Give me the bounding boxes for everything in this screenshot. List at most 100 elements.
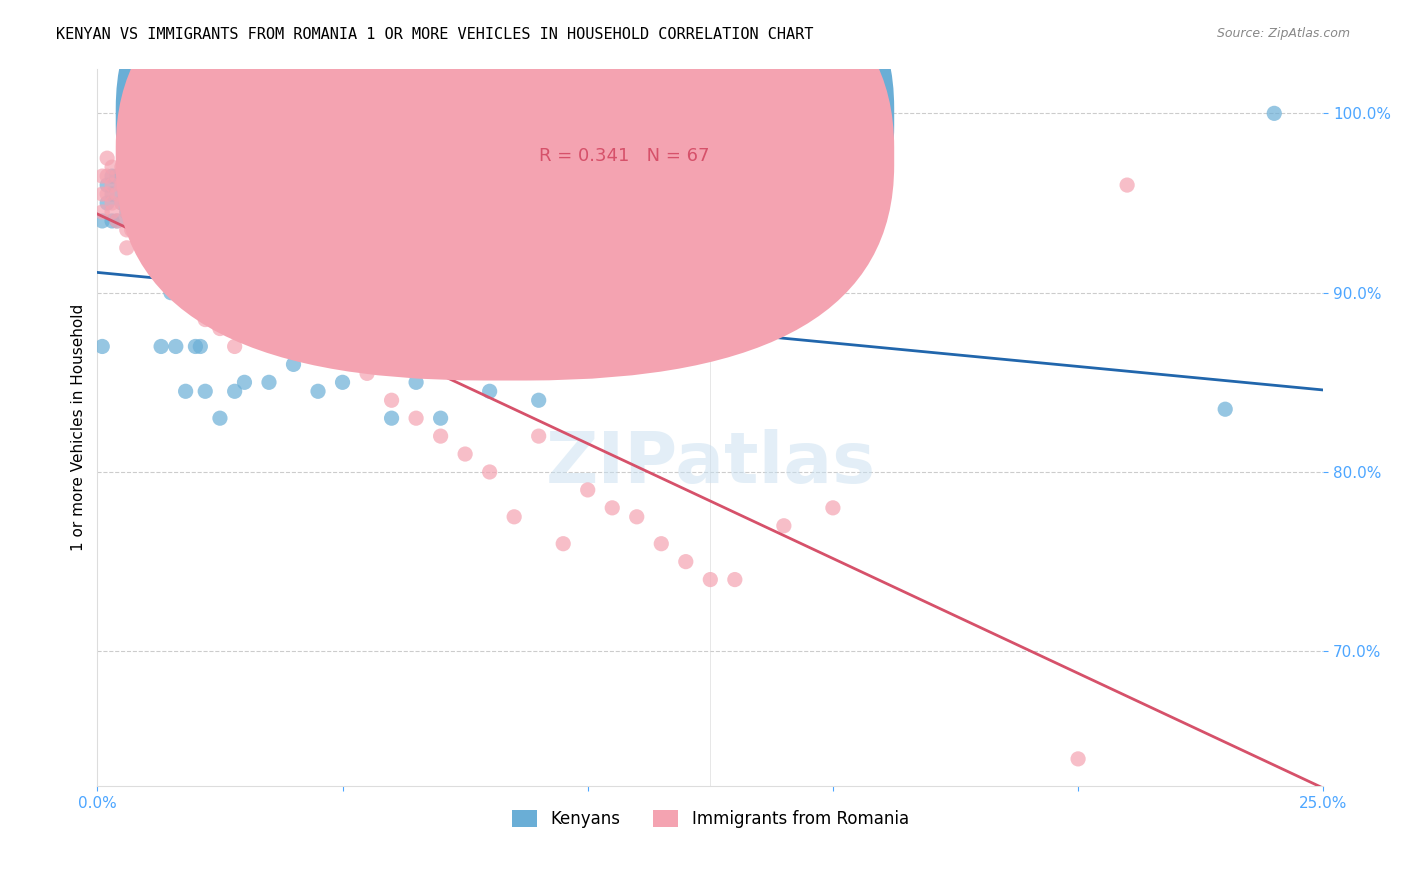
Point [135,178,157,192]
Point [527,429,550,443]
Point [96,169,118,183]
Point [821,500,844,515]
Point [454,447,477,461]
Point [115,241,138,255]
Point [150,339,173,353]
Point [101,196,124,211]
Point [283,259,305,273]
Point [356,367,378,381]
Point [188,339,211,353]
Point [91,169,114,183]
Point [307,384,329,399]
Point [233,294,256,309]
Text: Source: ZipAtlas.com: Source: ZipAtlas.com [1216,27,1350,40]
Point [115,205,138,219]
Point [115,178,138,192]
Point [405,411,427,425]
Point [1067,752,1090,766]
Point [96,196,118,211]
Point [1116,178,1139,192]
Point [165,268,187,282]
Point [121,187,143,202]
Point [503,509,526,524]
Point [332,376,354,390]
Point [184,294,207,309]
Legend: Kenyans, Immigrants from Romania: Kenyans, Immigrants from Romania [505,804,915,835]
Point [478,465,501,479]
Point [135,205,157,219]
Point [111,160,134,174]
Point [96,151,118,165]
Point [150,178,173,192]
Point [576,483,599,497]
Point [131,187,153,202]
Point [307,330,329,344]
Point [125,178,148,192]
Point [429,411,451,425]
Point [724,573,747,587]
Point [155,214,177,228]
Point [125,196,148,211]
Point [91,187,114,202]
Point [208,321,231,335]
Point [121,205,143,219]
FancyBboxPatch shape [115,0,894,381]
Point [257,312,280,326]
Point [650,537,672,551]
Point [194,384,217,399]
Point [115,223,138,237]
Point [145,205,167,219]
Point [96,187,118,202]
Point [626,509,648,524]
Point [527,393,550,408]
Point [194,312,217,326]
Point [553,537,575,551]
Text: R = 0.052   N = 41: R = 0.052 N = 41 [538,106,709,124]
Point [131,187,153,202]
Text: R = 0.341   N = 67: R = 0.341 N = 67 [538,147,709,165]
Point [91,339,114,353]
Text: KENYAN VS IMMIGRANTS FROM ROMANIA 1 OR MORE VEHICLES IN HOUSEHOLD CORRELATION CH: KENYAN VS IMMIGRANTS FROM ROMANIA 1 OR M… [56,27,814,42]
Point [111,196,134,211]
Point [121,223,143,237]
Point [184,339,207,353]
Point [141,214,163,228]
Point [174,384,197,399]
Point [121,187,143,202]
Point [91,214,114,228]
Point [273,330,295,344]
Point [478,384,501,399]
Point [1263,106,1285,120]
Point [405,376,427,390]
Point [699,573,721,587]
Point [332,339,354,353]
Point [135,205,157,219]
Point [773,518,796,533]
Point [105,214,128,228]
Point [101,169,124,183]
Point [160,250,183,264]
Point [243,312,266,326]
Point [292,277,315,291]
Point [101,178,124,192]
Point [111,178,134,192]
Point [1213,402,1236,417]
Point [131,214,153,228]
Point [233,376,256,390]
Point [224,384,246,399]
Point [208,411,231,425]
FancyBboxPatch shape [465,90,759,191]
Point [96,178,118,192]
Point [111,178,134,192]
Point [145,196,167,211]
Text: ZIPatlas: ZIPatlas [546,428,876,498]
Point [101,205,124,219]
Point [105,169,128,183]
Point [111,196,134,211]
Point [381,411,404,425]
Point [145,187,167,202]
Y-axis label: 1 or more Vehicles in Household: 1 or more Vehicles in Household [72,303,86,550]
Point [91,205,114,219]
Point [105,169,128,183]
Point [105,187,128,202]
